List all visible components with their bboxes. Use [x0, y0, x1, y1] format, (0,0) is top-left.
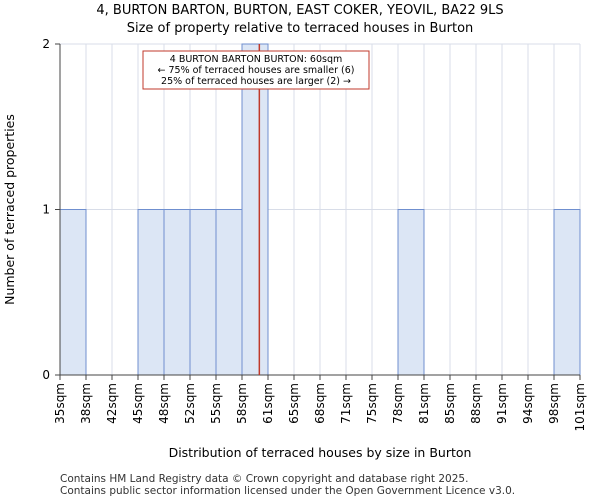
x-tick-label-52sqm: 52sqm — [183, 383, 197, 424]
footer-copyright: Contains HM Land Registry data © Crown c… — [60, 473, 469, 485]
bar-58sqm — [241, 43, 269, 376]
x-tick-label-94sqm: 94sqm — [521, 383, 535, 424]
x-tick-label-78sqm: 78sqm — [391, 383, 405, 424]
y-tick-label: 2 — [42, 37, 50, 51]
y-axis-title: Number of terraced properties — [2, 114, 17, 305]
x-tick-label-61sqm: 61sqm — [261, 383, 275, 424]
x-tick-label-81sqm: 81sqm — [417, 383, 431, 424]
x-tick-label-35sqm: 35sqm — [53, 383, 67, 424]
x-tick-label-38sqm: 38sqm — [79, 383, 93, 424]
x-tick-label-42sqm: 42sqm — [105, 383, 119, 424]
annotation-line: 25% of terraced houses are larger (2) → — [161, 76, 351, 87]
bar-35sqm — [59, 209, 87, 376]
footer-licence: Contains public sector information licen… — [60, 485, 516, 497]
bar-98sqm — [553, 209, 581, 376]
x-tick-label-85sqm: 85sqm — [443, 383, 457, 424]
annotation-line: 4 BURTON BARTON BURTON: 60sqm — [170, 54, 343, 65]
x-tick-label-91sqm: 91sqm — [495, 383, 509, 424]
x-axis-title: Distribution of terraced houses by size … — [169, 445, 472, 460]
histogram-chart: 0 1 2 35sqm 38sqm 42sqm 45sqm 48sqm 52sqm 55sqm 58… — [2, 37, 587, 460]
bar-55sqm — [215, 209, 243, 376]
y-tick-label: 1 — [42, 203, 50, 217]
x-tick-label-45sqm: 45sqm — [131, 383, 145, 424]
x-tick-label-58sqm: 58sqm — [235, 383, 249, 424]
x-tick-label-68sqm: 68sqm — [313, 383, 327, 424]
x-tick-label-48sqm: 48sqm — [157, 383, 171, 424]
bar-78sqm — [397, 209, 425, 376]
x-tick-label-98sqm: 98sqm — [547, 383, 561, 424]
annotation-line: ← 75% of terraced houses are smaller (6) — [158, 65, 355, 76]
annotation-box — [142, 50, 370, 90]
chart-title-address: 4, BURTON BARTON, BURTON, EAST COKER, YE… — [96, 3, 504, 18]
x-tick-label-75sqm: 75sqm — [365, 383, 379, 424]
x-tick-label-55sqm: 55sqm — [209, 383, 223, 424]
y-tick-label: 0 — [42, 368, 50, 382]
x-tick-label-88sqm: 88sqm — [469, 383, 483, 424]
bar-48sqm — [163, 209, 191, 376]
x-tick-label-65sqm: 65sqm — [287, 383, 301, 424]
chart-subtitle: Size of property relative to terraced ho… — [126, 21, 474, 36]
bar-52sqm — [189, 209, 217, 376]
x-tick-label-101sqm: 101sqm — [573, 383, 587, 431]
bar-45sqm — [137, 209, 165, 376]
x-tick-label-71sqm: 71sqm — [339, 383, 353, 424]
